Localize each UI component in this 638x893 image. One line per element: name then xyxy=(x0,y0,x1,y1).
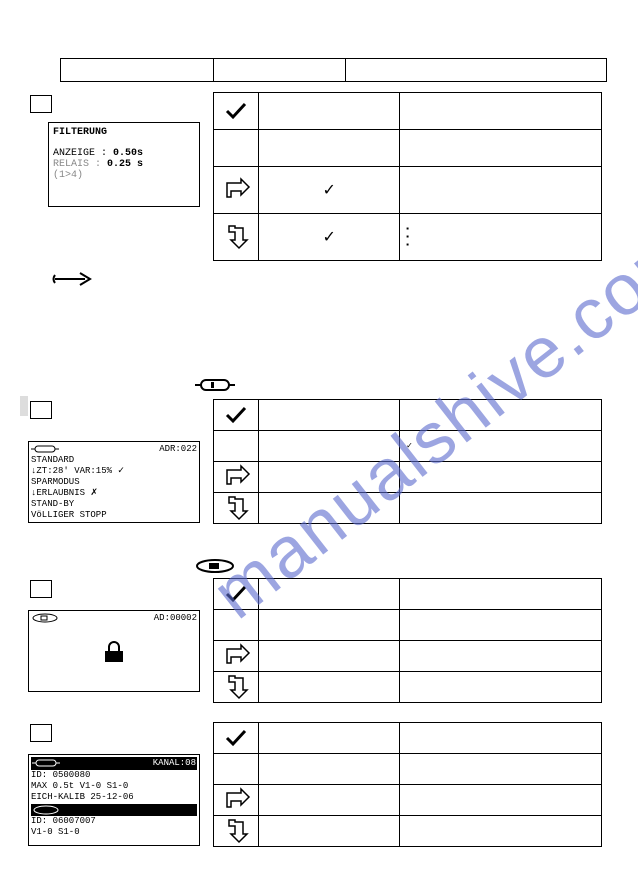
end-cell xyxy=(400,723,601,753)
mid-cell xyxy=(259,400,400,430)
end-cell xyxy=(400,462,601,492)
header-bar xyxy=(60,58,607,82)
end-cell xyxy=(400,579,601,609)
d1-title: FILTERUNG xyxy=(53,127,195,138)
icon-cell xyxy=(214,400,259,430)
mid-cell xyxy=(259,462,400,492)
icon-cell xyxy=(214,723,259,753)
display-3: AD:00002 xyxy=(28,610,200,692)
end-cell xyxy=(400,785,601,815)
end-cell xyxy=(400,130,601,166)
checkbox-3 xyxy=(30,580,52,598)
icon-cell xyxy=(214,785,259,815)
icon-cell xyxy=(214,754,259,784)
icon-cell xyxy=(214,579,259,609)
table-2: ✓ xyxy=(213,399,602,524)
icon-cell xyxy=(214,672,259,702)
end-cell xyxy=(400,610,601,640)
display-4: KANAL:08 ID: 0500080MAX 0.5t V1-0 S1-0EI… xyxy=(28,754,200,846)
sensor-icon-1 xyxy=(195,376,235,394)
mid-cell xyxy=(259,130,400,166)
lock-icon xyxy=(101,641,127,663)
mid-cell xyxy=(259,785,400,815)
pointing-hand-icon xyxy=(50,265,102,293)
end-cell xyxy=(400,754,601,784)
mid-cell xyxy=(259,723,400,753)
mid-cell xyxy=(259,641,400,671)
mid-cell xyxy=(259,672,400,702)
table-3 xyxy=(213,578,602,703)
mid-cell xyxy=(259,610,400,640)
table-1: ✓✓▪ ▪ ▪ xyxy=(213,92,602,261)
end-cell xyxy=(400,816,601,846)
end-cell xyxy=(400,93,601,129)
icon-cell xyxy=(214,93,259,129)
end-cell xyxy=(400,400,601,430)
checkbox-4 xyxy=(30,724,52,742)
end-cell: ▪ ▪ ▪ xyxy=(400,214,601,260)
mid-cell xyxy=(259,493,400,523)
end-cell: ✓ xyxy=(400,431,601,461)
mid-cell xyxy=(259,93,400,129)
icon-cell xyxy=(214,641,259,671)
display-1: FILTERUNG ANZEIGE:0.50s RELAIS:0.25 s (1… xyxy=(48,122,200,207)
checkbox-1 xyxy=(30,95,52,113)
display-2: ADR:022 STANDARD↓ZT:28' VAR:15% ✓SPARMOD… xyxy=(28,441,200,523)
end-cell xyxy=(400,641,601,671)
icon-cell xyxy=(214,462,259,492)
mid-cell xyxy=(259,431,400,461)
table-4 xyxy=(213,722,602,847)
icon-cell xyxy=(214,167,259,213)
mid-cell: ✓ xyxy=(259,167,400,213)
device-icon-1 xyxy=(195,558,235,574)
icon-cell xyxy=(214,431,259,461)
icon-cell xyxy=(214,130,259,166)
tab-marker xyxy=(20,396,28,416)
end-cell xyxy=(400,493,601,523)
icon-cell xyxy=(214,493,259,523)
mid-cell xyxy=(259,754,400,784)
end-cell xyxy=(400,167,601,213)
mid-cell: ✓ xyxy=(259,214,400,260)
icon-cell xyxy=(214,610,259,640)
icon-cell xyxy=(214,214,259,260)
mid-cell xyxy=(259,579,400,609)
icon-cell xyxy=(214,816,259,846)
checkbox-2 xyxy=(30,401,52,419)
mid-cell xyxy=(259,816,400,846)
end-cell xyxy=(400,672,601,702)
